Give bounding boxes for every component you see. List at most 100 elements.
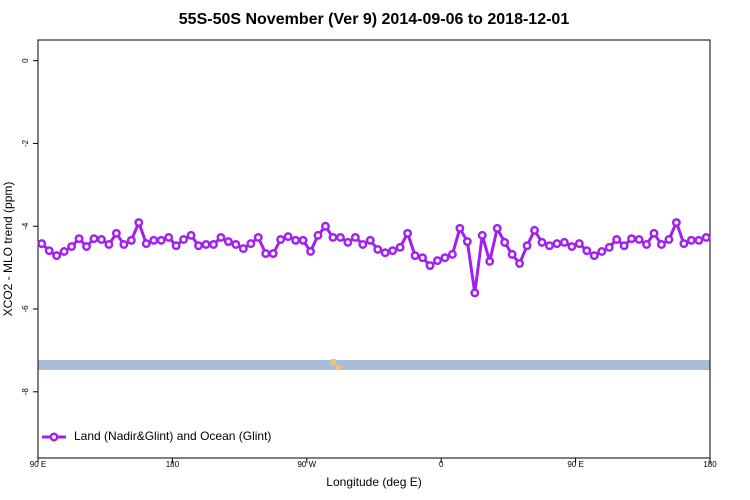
data-point (492, 223, 502, 233)
data-point (365, 235, 375, 245)
series-line (40, 218, 707, 294)
data-point (171, 241, 181, 251)
data-point (111, 228, 121, 238)
data-point (209, 239, 218, 249)
data-point (276, 235, 286, 244)
data-point (67, 242, 77, 251)
data-point (477, 230, 487, 240)
legend-marker (49, 432, 59, 442)
x-tick-label: 180 (166, 460, 180, 469)
data-point (589, 251, 599, 261)
data-point (223, 237, 233, 247)
data-point (418, 253, 427, 263)
data-point (328, 232, 338, 242)
y-tick-label: -8 (21, 388, 30, 396)
data-point (335, 232, 345, 242)
data-point (679, 239, 689, 249)
data-point (216, 232, 226, 242)
data-point (470, 288, 480, 298)
data-point (164, 232, 174, 242)
data-point (74, 234, 84, 244)
data-point (59, 247, 69, 256)
data-point (664, 235, 674, 244)
data-point (627, 234, 637, 244)
data-point (604, 242, 614, 252)
legend-label: Land (Nadir&Glint) and Ocean (Glint) (74, 429, 271, 443)
data-point (261, 249, 271, 259)
y-axis-label: XCO2 - MLO trend (ppm) (1, 182, 15, 317)
y-tick-label: -4 (21, 222, 30, 230)
data-point (149, 235, 159, 245)
data-point (231, 239, 241, 249)
data-point (619, 241, 629, 251)
data-point (410, 251, 420, 261)
data-point (141, 239, 151, 249)
x-tick-label: 90 E (567, 460, 583, 469)
data-point (530, 225, 539, 235)
ocean-band (38, 360, 710, 370)
data-point (657, 239, 666, 249)
data-point (358, 239, 368, 249)
data-point (373, 244, 383, 254)
data-point (455, 223, 465, 233)
data-point (686, 235, 696, 245)
data-point (574, 239, 584, 249)
data-point (500, 237, 510, 247)
data-point (485, 256, 495, 266)
data-point (433, 256, 442, 266)
x-tick-label: 0 (439, 460, 444, 469)
data-point (37, 239, 47, 249)
data-point (522, 241, 532, 251)
data-point (350, 232, 360, 242)
data-point (380, 248, 390, 258)
data-point (82, 242, 91, 251)
data-point (194, 241, 203, 251)
data-point (403, 228, 413, 238)
data-point (313, 230, 323, 240)
data-point (642, 239, 651, 249)
data-point (671, 218, 681, 227)
data-point (268, 249, 278, 259)
y-tick-label: -2 (21, 139, 30, 147)
data-point (126, 235, 136, 245)
data-point (388, 246, 398, 256)
data-point (507, 249, 517, 259)
data-point (44, 246, 54, 256)
data-point (179, 235, 189, 244)
data-point (298, 235, 308, 245)
data-point (52, 251, 62, 261)
data-point (253, 232, 263, 242)
data-point (395, 242, 405, 252)
plot-frame (37, 39, 711, 459)
data-point (201, 239, 211, 249)
data-point (552, 239, 562, 249)
data-point (447, 249, 457, 259)
y-tick-label: -6 (21, 305, 30, 313)
data-point (291, 235, 301, 245)
data-point (156, 235, 166, 245)
data-point (537, 237, 547, 247)
data-point (283, 232, 293, 242)
data-point (597, 247, 607, 256)
data-point (582, 246, 592, 256)
data-point (567, 242, 577, 251)
data-point (649, 228, 659, 238)
data-point (119, 239, 129, 249)
x-tick-label: 180 (703, 460, 717, 469)
data-point (701, 232, 711, 242)
data-point (238, 244, 248, 254)
land-patch (331, 359, 336, 365)
x-tick-label: 90 E (30, 460, 46, 469)
chart-title: 55S-50S November (Ver 9) 2014-09-06 to 2… (179, 11, 570, 28)
data-point (612, 235, 622, 244)
data-point (440, 253, 450, 263)
data-point (515, 259, 525, 268)
x-axis-label: Longitude (deg E) (326, 475, 421, 489)
data-point (634, 235, 644, 244)
data-point (343, 237, 353, 247)
data-point (425, 261, 435, 271)
data-point (321, 221, 330, 231)
data-point (306, 247, 315, 256)
data-point (559, 237, 569, 247)
